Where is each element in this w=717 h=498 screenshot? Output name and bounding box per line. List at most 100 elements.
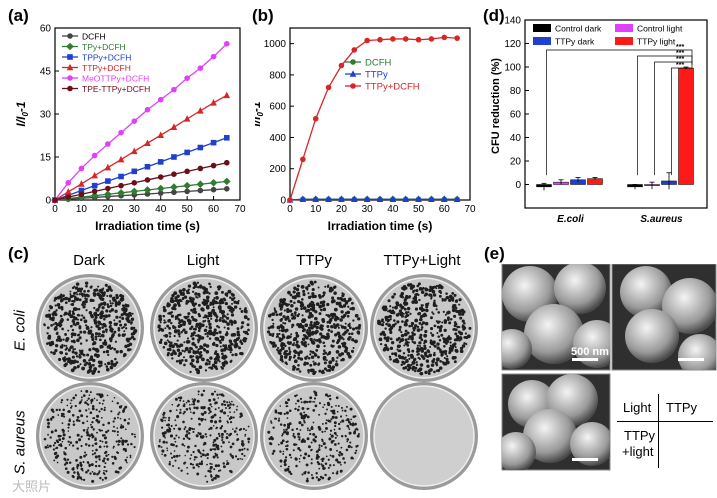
colony xyxy=(173,437,176,440)
colony xyxy=(91,449,94,452)
colony xyxy=(213,413,217,417)
colony xyxy=(91,299,95,303)
colony xyxy=(83,290,86,293)
colony xyxy=(65,347,69,350)
colony xyxy=(423,312,427,316)
colony xyxy=(338,422,341,426)
colony xyxy=(329,429,333,432)
petri-dish-r1-c1 xyxy=(150,382,258,490)
colony xyxy=(54,313,58,317)
colony xyxy=(74,297,77,300)
colony xyxy=(178,454,181,457)
colony xyxy=(112,420,115,423)
colony xyxy=(331,472,335,475)
colony xyxy=(110,308,115,312)
colony xyxy=(185,302,188,305)
colony xyxy=(208,283,211,286)
colony xyxy=(243,339,247,343)
colony xyxy=(218,434,221,438)
colony xyxy=(122,311,127,316)
colony xyxy=(90,425,94,429)
colony xyxy=(191,428,194,431)
data-point xyxy=(183,181,191,190)
colony xyxy=(73,307,78,312)
colony xyxy=(306,308,311,313)
colony xyxy=(323,361,327,365)
colony xyxy=(63,457,67,461)
colony xyxy=(47,446,50,449)
colony xyxy=(391,295,395,299)
colony xyxy=(206,480,209,483)
column-label-ttpy-light: TTPy+Light xyxy=(383,252,461,269)
colony xyxy=(219,469,222,472)
colony xyxy=(58,322,63,327)
colony xyxy=(208,470,212,473)
colony xyxy=(124,327,128,330)
data-point xyxy=(118,173,124,180)
colony xyxy=(414,299,418,304)
colony xyxy=(55,408,59,412)
colony xyxy=(81,303,84,307)
legend-entry: DCFH xyxy=(365,58,392,69)
colony xyxy=(106,394,109,397)
colony xyxy=(204,319,207,322)
colony xyxy=(311,292,315,296)
colony xyxy=(378,337,383,342)
colony xyxy=(97,360,101,364)
colony xyxy=(178,359,182,363)
colony xyxy=(312,360,315,363)
colony xyxy=(175,454,179,458)
colony xyxy=(246,323,250,327)
colony xyxy=(66,318,70,321)
colony xyxy=(453,321,457,324)
colony xyxy=(445,292,448,295)
colony xyxy=(218,299,223,304)
colony xyxy=(200,417,204,422)
colony xyxy=(209,356,213,360)
colony xyxy=(317,462,321,466)
dish-agar xyxy=(264,386,364,486)
colony xyxy=(343,313,347,318)
colony xyxy=(168,331,172,335)
colony xyxy=(433,344,437,348)
colony xyxy=(247,440,250,443)
colony xyxy=(400,331,403,334)
colony xyxy=(465,343,468,346)
colony xyxy=(76,477,79,480)
colony xyxy=(128,311,132,316)
colony xyxy=(438,289,442,294)
colony xyxy=(300,307,303,311)
colony xyxy=(212,306,215,309)
colony xyxy=(113,319,116,322)
colony xyxy=(124,458,127,462)
colony xyxy=(224,344,228,347)
colony xyxy=(189,462,193,466)
colony xyxy=(70,405,73,407)
colony xyxy=(161,449,165,453)
colony xyxy=(279,348,283,352)
colony xyxy=(173,342,177,345)
colony xyxy=(388,314,392,319)
colony xyxy=(356,428,359,431)
colony xyxy=(81,314,84,317)
colony xyxy=(60,401,63,404)
x-tick-label: 40 xyxy=(387,204,399,215)
colony xyxy=(270,421,273,424)
colony xyxy=(313,439,317,443)
colony xyxy=(177,318,180,321)
colony xyxy=(286,425,290,429)
colony xyxy=(64,333,67,336)
colony xyxy=(161,453,163,456)
colony xyxy=(351,338,355,342)
colony xyxy=(198,423,201,426)
colony xyxy=(223,403,227,407)
colony xyxy=(67,357,71,361)
colony xyxy=(283,351,287,356)
colony xyxy=(53,441,57,445)
colony xyxy=(398,309,402,313)
colony xyxy=(317,477,320,480)
colony xyxy=(337,326,340,329)
colony xyxy=(327,458,330,461)
colony xyxy=(95,408,98,411)
colony xyxy=(322,294,326,297)
